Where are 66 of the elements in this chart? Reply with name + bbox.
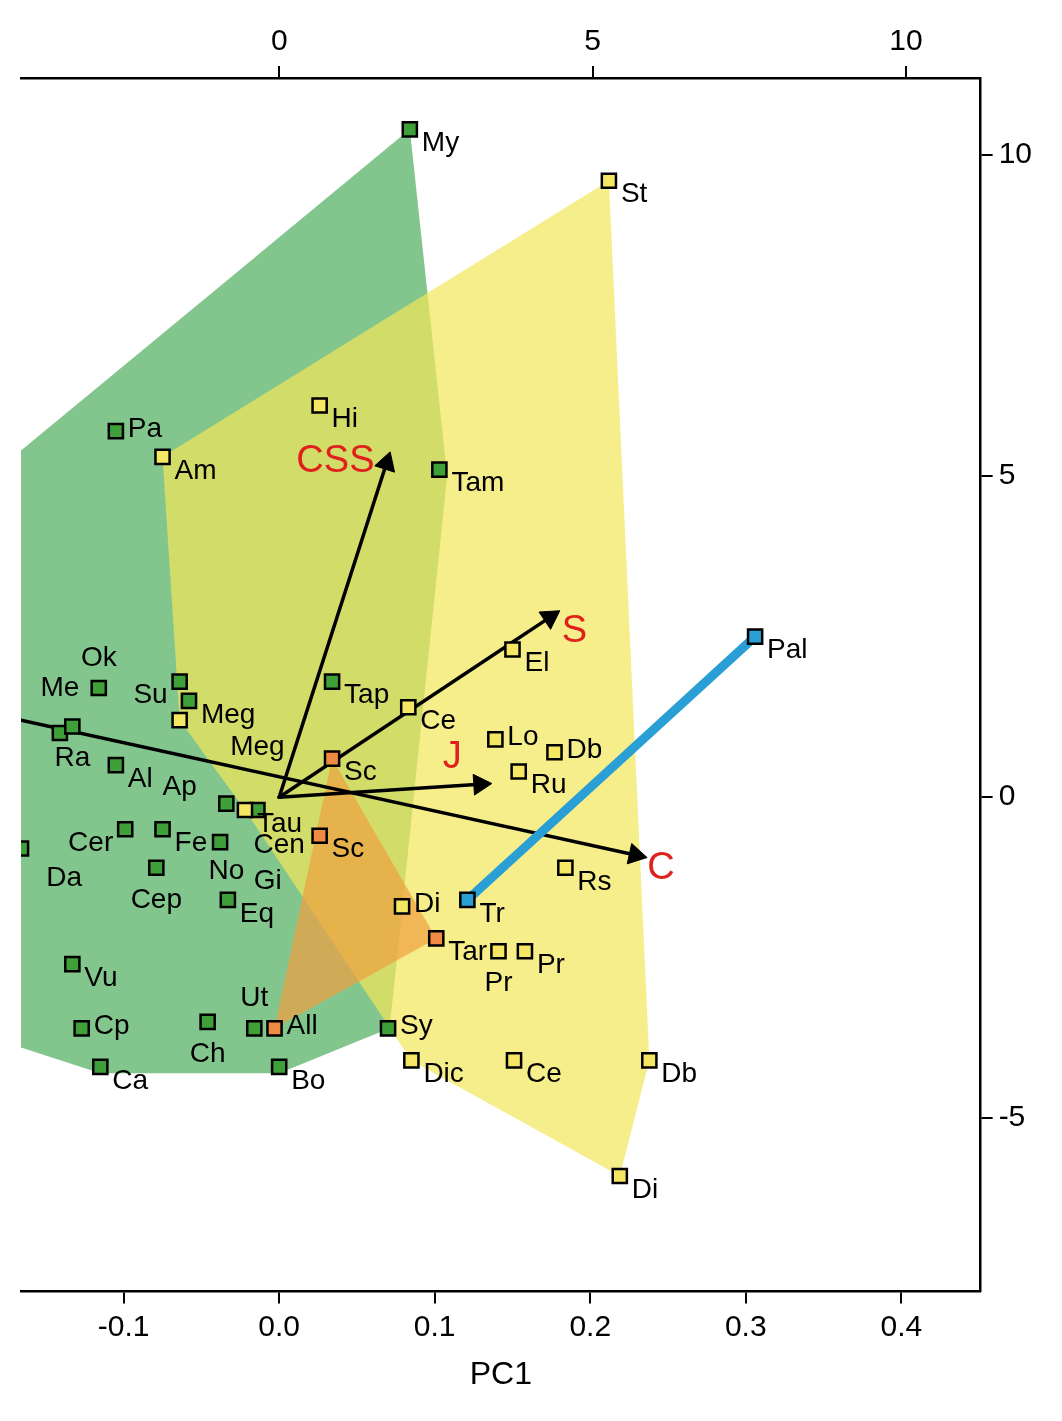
annotation: J [442,733,462,776]
annotation: Meg [230,729,285,761]
annotation: Ok [80,640,118,672]
annotation: Am [174,453,217,485]
annotation: Eq [239,896,275,928]
annotation: Dic [423,1057,464,1089]
annotation: Da [46,860,83,892]
annotation: Db [566,732,603,764]
x-tick-label: 0.1 [413,1308,456,1342]
annotation: Me [40,670,80,702]
x-tick-label: 0.4 [880,1308,923,1342]
annotation: Tr [479,896,505,928]
annotation: My [421,126,460,158]
annotation: Ch [189,1036,226,1068]
annotation: Sy [400,1009,433,1041]
annotation: Tap [344,678,390,710]
y-tick-label: 0 [998,778,1016,812]
annotation: Ut [240,981,269,1013]
x-tick-label: 0.3 [724,1308,767,1342]
x-tick-label: 0.0 [258,1308,301,1342]
annotation: Al [127,761,153,793]
annotation: Ce [420,703,457,735]
annotation: Meg [200,697,256,729]
y-tick-label: 5 [998,457,1016,491]
annotation: S [561,607,588,650]
annotation: Tam [451,466,505,498]
annotation: Lo [507,720,539,752]
annotation: Pa [127,411,163,443]
annotation: Ra [54,741,91,773]
annotation: Su [133,678,168,710]
x-tick-label: 0.2 [569,1308,612,1342]
y-tick-label: 10 [998,136,1033,170]
annotation: Ru [530,768,567,800]
annotation: Tar [448,935,488,967]
x-tick-label: -0.1 [97,1308,150,1342]
annotation: Gi [253,864,282,896]
annotation: All [286,1009,318,1041]
annotation: Vu [84,960,118,992]
annotation: No [208,853,245,885]
y-tick-label: -5 [998,1099,1026,1133]
annotation: St [620,177,648,209]
x-axis-title: PC1 [469,1354,532,1391]
annotation: Sc [331,832,365,864]
annotation: C [647,845,675,888]
annotation: Pr [536,948,565,979]
annotation: CSS [296,437,375,480]
x2-tick-label: 5 [584,23,601,57]
annotation: Pr [484,966,513,997]
annotation: Ca [112,1063,149,1095]
annotation: Di [631,1172,659,1204]
annotation: Rs [577,864,612,896]
x2-tick-label: 10 [889,23,923,57]
annotation: Cer [68,825,114,857]
annotation: Hi [331,402,359,434]
annotation: Sc [344,755,377,787]
annotation: Ce [526,1057,562,1089]
annotation: Di [414,887,441,919]
annotation: Cep [130,882,183,914]
annotation: El [524,646,550,678]
annotation: Cp [93,1009,130,1041]
annotation: Bo [291,1063,326,1095]
annotation: Db [661,1057,698,1089]
x2-tick-label: 0 [270,23,288,57]
annotation: Fe [174,825,208,857]
annotation: Pal [767,633,808,665]
annotation: Ap [162,770,197,802]
